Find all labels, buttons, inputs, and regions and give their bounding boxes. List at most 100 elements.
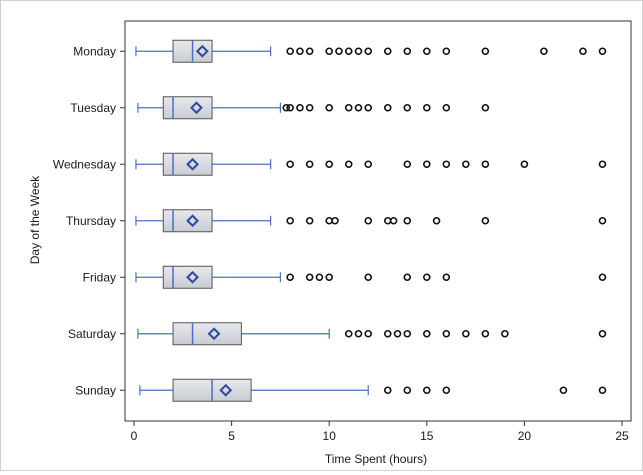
outlier-point	[403, 47, 412, 56]
outlier-point	[540, 47, 548, 56]
outlier-point	[598, 329, 607, 338]
y-tick-label: Friday	[83, 270, 116, 284]
outlier-point	[422, 103, 431, 112]
outlier-point	[325, 160, 334, 169]
outlier-point	[501, 329, 509, 338]
outlier-point	[344, 160, 353, 169]
x-axis-title: Time Spent (hours)	[325, 452, 427, 466]
mean-marker	[186, 157, 199, 171]
outlier-point	[432, 216, 441, 225]
outlier-point	[422, 329, 431, 338]
outlier-point	[481, 216, 490, 225]
x-tick-label: 0	[131, 429, 138, 443]
outlier-point	[335, 47, 343, 56]
outlier-point	[559, 386, 568, 395]
outlier-point	[422, 47, 431, 56]
box-group-saturday	[137, 322, 607, 346]
y-axis-title: Day of the Week	[28, 175, 42, 264]
outlier-point	[442, 329, 451, 338]
outlier-point	[305, 273, 314, 282]
outlier-point	[364, 103, 373, 112]
mean-marker	[186, 270, 199, 284]
y-tick-label: Monday	[73, 44, 116, 58]
outlier-point	[462, 160, 470, 169]
outlier-point	[383, 47, 392, 56]
outlier-point	[344, 103, 353, 112]
outlier-point	[364, 216, 373, 225]
outlier-point	[481, 329, 490, 338]
outlier-point	[403, 273, 412, 282]
outlier-point	[286, 216, 294, 225]
outlier-point	[344, 47, 353, 56]
outlier-point	[481, 160, 490, 169]
mean-marker	[195, 44, 209, 58]
box-group-tuesday	[137, 96, 490, 120]
mean-marker	[190, 101, 203, 115]
y-tick-label: Wednesday	[53, 157, 116, 171]
outlier-point	[442, 273, 451, 282]
outlier-point	[403, 103, 412, 112]
outlier-point	[389, 216, 398, 225]
outlier-point	[344, 329, 353, 338]
outlier-point	[462, 329, 470, 338]
outlier-point	[325, 103, 334, 112]
y-tick-label: Sunday	[75, 383, 116, 397]
outlier-point	[598, 216, 607, 225]
outlier-point	[282, 103, 291, 112]
outlier-point	[286, 47, 294, 56]
outlier-point	[325, 47, 334, 56]
outlier-point	[442, 386, 451, 395]
x-tick-label: 20	[518, 429, 532, 443]
outlier-point	[354, 103, 363, 112]
outlier-point	[364, 329, 373, 338]
y-tick-label: Thursday	[66, 214, 116, 228]
box-group-sunday	[139, 378, 607, 402]
outlier-point	[422, 273, 431, 282]
x-axis-ticks: 0 5 10 15 20 25	[131, 421, 629, 443]
outlier-point	[403, 386, 412, 395]
box-group-thursday	[135, 209, 607, 233]
outlier-point	[331, 216, 339, 225]
y-axis-tick-labels: Monday Tuesday Wednesday Thursday Friday Satu…	[53, 44, 125, 397]
outlier-point	[481, 103, 490, 112]
y-tick-label: Saturday	[68, 327, 116, 341]
outlier-point	[364, 47, 373, 56]
outlier-point	[403, 329, 412, 338]
outlier-point	[598, 160, 607, 169]
x-tick-label: 5	[228, 429, 235, 443]
box-series	[135, 39, 607, 402]
outlier-point	[315, 273, 324, 282]
outlier-point	[579, 47, 587, 56]
outlier-point	[393, 329, 402, 338]
outlier-point	[286, 273, 294, 282]
mean-marker	[186, 214, 199, 228]
outlier-point	[354, 47, 363, 56]
outlier-point	[442, 47, 451, 56]
outlier-point	[286, 103, 294, 112]
outlier-point	[383, 329, 392, 338]
outlier-point	[383, 103, 392, 112]
outlier-point	[296, 103, 304, 112]
box-group-friday	[135, 265, 607, 289]
box-group-monday	[135, 39, 607, 63]
outlier-point	[305, 47, 314, 56]
box-iqr	[162, 96, 213, 120]
outlier-point	[305, 216, 314, 225]
y-tick-label: Tuesday	[70, 101, 116, 115]
x-tick-label: 15	[420, 429, 434, 443]
outlier-point	[403, 216, 412, 225]
box-iqr	[172, 322, 242, 346]
outlier-point	[364, 273, 373, 282]
outlier-point	[422, 160, 431, 169]
outlier-point	[403, 160, 412, 169]
outlier-point	[442, 160, 451, 169]
outlier-point	[364, 160, 373, 169]
x-tick-label: 10	[323, 429, 337, 443]
outlier-point	[305, 160, 314, 169]
box-group-wednesday	[135, 152, 607, 176]
mean-marker	[207, 327, 221, 341]
outlier-point	[520, 160, 529, 169]
outlier-point	[305, 103, 314, 112]
